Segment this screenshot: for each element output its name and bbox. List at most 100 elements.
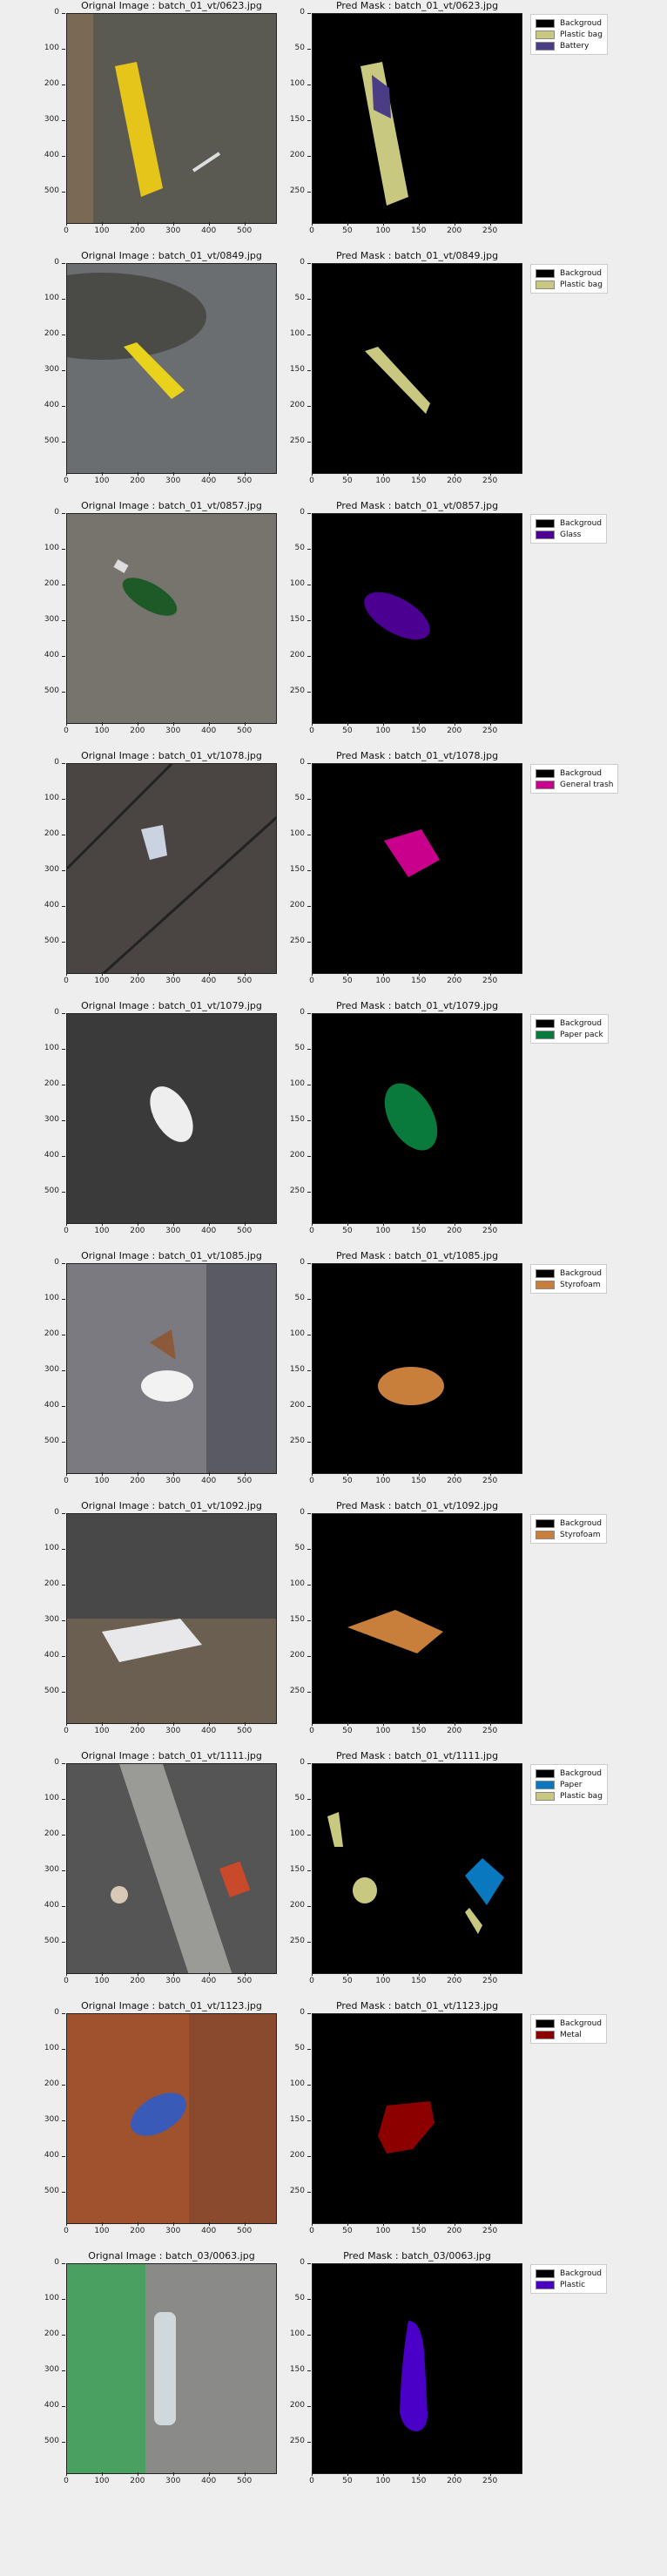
pred-mask-ytick: 50 — [279, 1294, 311, 1302]
pred-mask-title: Pred Mask : batch_01_vt/0849.jpg — [335, 250, 499, 261]
original-image-ytick: 400 — [33, 1901, 65, 1910]
original-image-ytick: 300 — [33, 1365, 65, 1374]
legend-item: Backgroud — [536, 17, 603, 29]
legend-label: Backgroud — [560, 768, 602, 778]
pred-mask-ytick: 0 — [279, 758, 311, 767]
pred-mask-ytick: 0 — [279, 8, 311, 17]
original-image-title: Orignal Image : batch_01_vt/1085.jpg — [81, 1250, 262, 1261]
pred-mask-xtick: 0 — [299, 1972, 325, 1985]
pred-mask-xtick: 100 — [370, 1722, 396, 1735]
pred-mask-ytick: 200 — [279, 1901, 311, 1910]
pred-mask-image — [312, 1513, 522, 1724]
original-image-ytick: 300 — [33, 865, 65, 874]
pred-mask-xtick: 200 — [441, 1972, 468, 1985]
original-image-xtick: 500 — [232, 1222, 258, 1235]
original-image-ytick: 200 — [33, 79, 65, 88]
original-image-ytick: 100 — [33, 794, 65, 802]
original-image — [66, 2013, 277, 2224]
legend-swatch — [536, 1780, 555, 1789]
original-image-xtick: 500 — [232, 2222, 258, 2235]
original-image-ytick: 300 — [33, 615, 65, 624]
original-image-xtick: 200 — [125, 2222, 151, 2235]
pred-mask-ytick: 100 — [279, 1079, 311, 1088]
original-image-xtick: 0 — [53, 2222, 79, 2235]
legend-swatch — [536, 1791, 555, 1801]
pred-mask-ytick: 200 — [279, 651, 311, 659]
pred-mask-image — [312, 13, 522, 224]
pred-mask-ytick: 250 — [279, 936, 311, 945]
original-image-xtick: 500 — [232, 972, 258, 985]
pred-mask-ytick: 250 — [279, 1437, 311, 1445]
pred-mask-xtick: 150 — [406, 972, 432, 985]
original-image-ytick: 100 — [33, 2294, 65, 2302]
pred-mask-xtick: 0 — [299, 972, 325, 985]
legend-swatch — [536, 30, 555, 39]
legend-label: Paper pack — [560, 1030, 603, 1039]
original-image-xtick: 100 — [89, 722, 115, 735]
legend: Backgroud Paper pack — [530, 1014, 609, 1044]
legend-item: Backgroud — [536, 1018, 603, 1029]
pred-mask-xtick: 100 — [370, 1222, 396, 1235]
pred-mask-xtick: 100 — [370, 472, 396, 485]
original-image-ytick: 300 — [33, 365, 65, 374]
panel-row: Orignal Image : batch_01_vt/1092.jpg Pre… — [0, 1500, 667, 1750]
pred-mask-xtick: 50 — [334, 1222, 360, 1235]
pred-mask-ytick: 200 — [279, 401, 311, 409]
original-image — [66, 1763, 277, 1974]
original-image-ytick: 400 — [33, 901, 65, 909]
legend-swatch — [536, 530, 555, 539]
pred-mask-ytick: 250 — [279, 2437, 311, 2445]
pred-mask-ytick: 250 — [279, 436, 311, 445]
pred-mask-xtick: 0 — [299, 472, 325, 485]
legend-item: Paper — [536, 1779, 603, 1790]
original-image-xtick: 200 — [125, 1472, 151, 1485]
original-image-ytick: 100 — [33, 1294, 65, 1302]
original-image-ytick: 500 — [33, 186, 65, 195]
original-image-ytick: 0 — [33, 8, 65, 17]
pred-mask-ytick: 150 — [279, 1115, 311, 1124]
legend-swatch — [536, 2280, 555, 2289]
pred-mask-ytick: 0 — [279, 2258, 311, 2267]
legend: Backgroud Glass — [530, 514, 607, 544]
pred-mask-xtick: 200 — [441, 722, 468, 735]
legend-label: Paper — [560, 1780, 583, 1789]
original-image-xtick: 300 — [160, 2472, 186, 2485]
original-image-ytick: 0 — [33, 2258, 65, 2267]
pred-mask-ytick: 50 — [279, 44, 311, 52]
original-image-ytick: 300 — [33, 1115, 65, 1124]
legend-item: General trash — [536, 779, 613, 790]
pred-mask-ytick: 100 — [279, 829, 311, 838]
original-image-ytick: 0 — [33, 508, 65, 517]
pred-mask-xtick: 250 — [477, 1472, 503, 1485]
pred-mask-xtick: 200 — [441, 2222, 468, 2235]
pred-mask-ytick: 200 — [279, 1651, 311, 1660]
legend-item: Plastic bag — [536, 1790, 603, 1802]
legend-swatch — [536, 18, 555, 28]
pred-mask-ytick: 100 — [279, 329, 311, 338]
original-image-title: Orignal Image : batch_01_vt/0849.jpg — [81, 250, 262, 261]
original-image-xtick: 0 — [53, 972, 79, 985]
pred-mask-ytick: 250 — [279, 1187, 311, 1195]
legend-item: Metal — [536, 2029, 602, 2040]
original-image-ytick: 500 — [33, 936, 65, 945]
original-image — [66, 13, 277, 224]
pred-mask-xtick: 200 — [441, 222, 468, 235]
original-image-xtick: 0 — [53, 1472, 79, 1485]
original-image-xtick: 100 — [89, 972, 115, 985]
legend-label: Backgroud — [560, 1768, 602, 1778]
pred-mask-ytick: 0 — [279, 1008, 311, 1017]
original-image-xtick: 0 — [53, 1722, 79, 1735]
pred-mask-ytick: 0 — [279, 508, 311, 517]
legend-label: Battery — [560, 41, 590, 51]
original-image — [66, 1263, 277, 1474]
legend-swatch — [536, 2018, 555, 2028]
original-image-ytick: 100 — [33, 2044, 65, 2052]
original-image-title: Orignal Image : batch_01_vt/1123.jpg — [81, 2000, 262, 2011]
pred-mask-ytick: 50 — [279, 1794, 311, 1802]
pred-mask-xtick: 150 — [406, 2472, 432, 2485]
pred-mask-image — [312, 2013, 522, 2224]
original-image-xtick: 100 — [89, 1472, 115, 1485]
pred-mask-xtick: 0 — [299, 2222, 325, 2235]
original-image-ytick: 500 — [33, 686, 65, 695]
pred-mask-ytick: 150 — [279, 1365, 311, 1374]
